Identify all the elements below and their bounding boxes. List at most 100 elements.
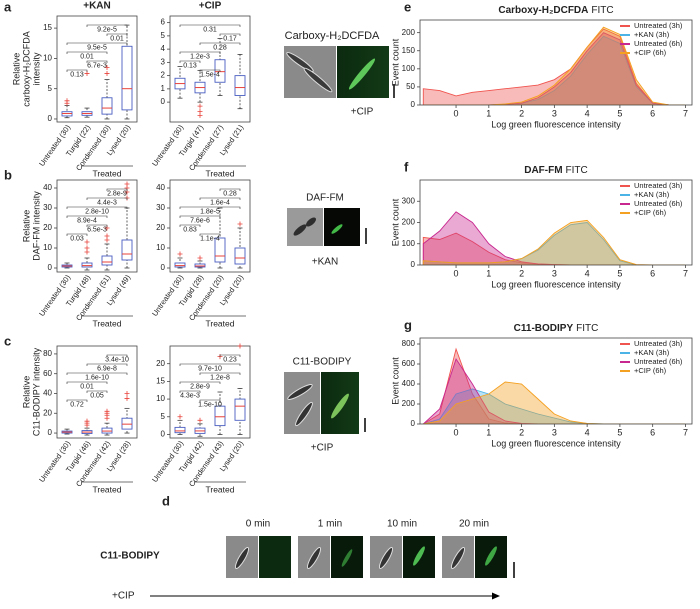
p-value: 0.05 [90, 392, 104, 399]
p-value: 6.9e-8 [97, 365, 117, 372]
x-tick-label: 1 [486, 427, 491, 437]
histogram-area [422, 357, 686, 424]
y-tick-label: 15 [43, 23, 52, 32]
p-value: 1.5e-10 [198, 401, 222, 408]
comparison-bracket [199, 42, 241, 45]
comparison-bracket [179, 206, 241, 209]
p-value: 7.6e-6 [190, 217, 210, 224]
x-axis-label: Log green fluorescence intensity [491, 279, 621, 289]
p-value: 9.2e-5 [97, 26, 117, 33]
y-axis-label: Relative [11, 53, 21, 86]
micrograph [287, 208, 367, 246]
comparison-bracket [179, 224, 201, 227]
y-tick-label: 200 [402, 218, 416, 227]
comparison-bracket [86, 390, 108, 393]
chart-title: C11-BODIPY FITC [514, 323, 599, 334]
comparison-bracket [86, 60, 108, 63]
x-tick-label: 2 [519, 108, 524, 118]
x-tick-label: Untreated (30) [37, 439, 72, 484]
x-tick-label: 6 [650, 427, 655, 437]
stain-label: DAF-FM [306, 193, 344, 204]
y-axis-label: Relative [21, 376, 31, 409]
y-tick-label: 1 [161, 84, 166, 93]
legend-label: Untreated (3h) [634, 21, 683, 30]
y-tick-label: 40 [43, 183, 52, 192]
plot-frame [56, 345, 138, 439]
comparison-bracket [199, 69, 221, 72]
x-tick-label: 6 [650, 268, 655, 278]
y-tick-label: 20 [43, 408, 52, 417]
comparison-bracket [66, 69, 88, 72]
y-tick-label: 800 [402, 339, 416, 348]
title-suffix: FITC [591, 5, 613, 16]
outlier [197, 255, 203, 261]
comparison-bracket [66, 233, 88, 236]
x-axis-label: Log green fluorescence intensity [491, 438, 621, 448]
treatment-label: +CIP [311, 443, 334, 454]
p-value: 0.01 [80, 53, 94, 60]
time-label: 0 min [246, 519, 270, 530]
plot-frame [169, 345, 251, 439]
p-value: 6.7e-3 [87, 62, 107, 69]
plot-frame [56, 15, 138, 123]
y-axis-label: DAF-FM intensity [31, 191, 41, 261]
y-tick-label: 5 [161, 31, 166, 40]
p-value: 0.13 [183, 62, 197, 69]
y-tick-label: 40 [156, 183, 165, 192]
histogram-area [423, 381, 686, 424]
y-tick-label: 3 [161, 57, 166, 66]
comparison-bracket [66, 372, 128, 375]
outlier [64, 98, 70, 104]
legend-label: +KAN (3h) [634, 348, 670, 357]
outlier [84, 245, 90, 251]
y-tick-label: 5 [48, 84, 53, 93]
y-tick-label: 2 [161, 71, 166, 80]
histogram-area [423, 32, 686, 105]
time-lapse-images [226, 536, 515, 578]
x-tick-label: 2 [519, 427, 524, 437]
p-value: 1.1e-4 [200, 235, 220, 242]
p-value: 9.5e-5 [87, 44, 107, 51]
y-tick-label: 600 [402, 359, 416, 368]
y-tick-label: 30 [156, 203, 165, 212]
time-label: 10 min [387, 519, 417, 530]
comparison-bracket [66, 206, 128, 209]
legend-label: Untreated (6h) [634, 199, 683, 208]
histogram-area [422, 347, 686, 424]
outlier [237, 343, 243, 349]
y-axis-label: Event count [390, 198, 400, 246]
micrograph [284, 372, 366, 434]
x-tick-label: 0 [454, 427, 459, 437]
x-tick-label: 5 [617, 427, 622, 437]
plot-frame [419, 179, 693, 266]
y-axis-label: C11-BODIPY intensity [31, 347, 41, 436]
p-value: 9.7e-10 [198, 365, 222, 372]
y-axis-label: Event count [390, 38, 400, 86]
y-tick-label: 0 [161, 430, 166, 439]
comparison-bracket [199, 197, 241, 200]
p-value: 1.2e-3 [190, 53, 210, 60]
legend-label: Untreated (3h) [634, 339, 683, 348]
y-tick-label: 60 [43, 369, 52, 378]
p-value: 0.13 [70, 71, 84, 78]
p-value: 1.5e-4 [200, 71, 220, 78]
x-tick-label: 5 [617, 108, 622, 118]
stain-label: Carboxy-H₂DCFDA [285, 30, 380, 42]
p-value: 0.17 [223, 35, 237, 42]
comparison-bracket [86, 224, 108, 227]
x-tick-label: 0 [454, 268, 459, 278]
outlier [124, 395, 130, 401]
x-tick-label: 3 [552, 268, 557, 278]
comparison-bracket [86, 24, 128, 27]
outlier [104, 233, 110, 239]
x-tick-label: Untreated (30) [150, 273, 185, 318]
histogram-area [423, 26, 686, 105]
y-tick-label: 0 [48, 263, 53, 272]
box [234, 398, 246, 421]
comparison-bracket [219, 188, 241, 191]
comparison-bracket [106, 33, 128, 36]
p-value: 2.8e-9 [190, 383, 210, 390]
p-value: 0.28 [213, 44, 227, 51]
p-value: 8.9e-4 [77, 217, 97, 224]
histogram-area [423, 388, 686, 424]
